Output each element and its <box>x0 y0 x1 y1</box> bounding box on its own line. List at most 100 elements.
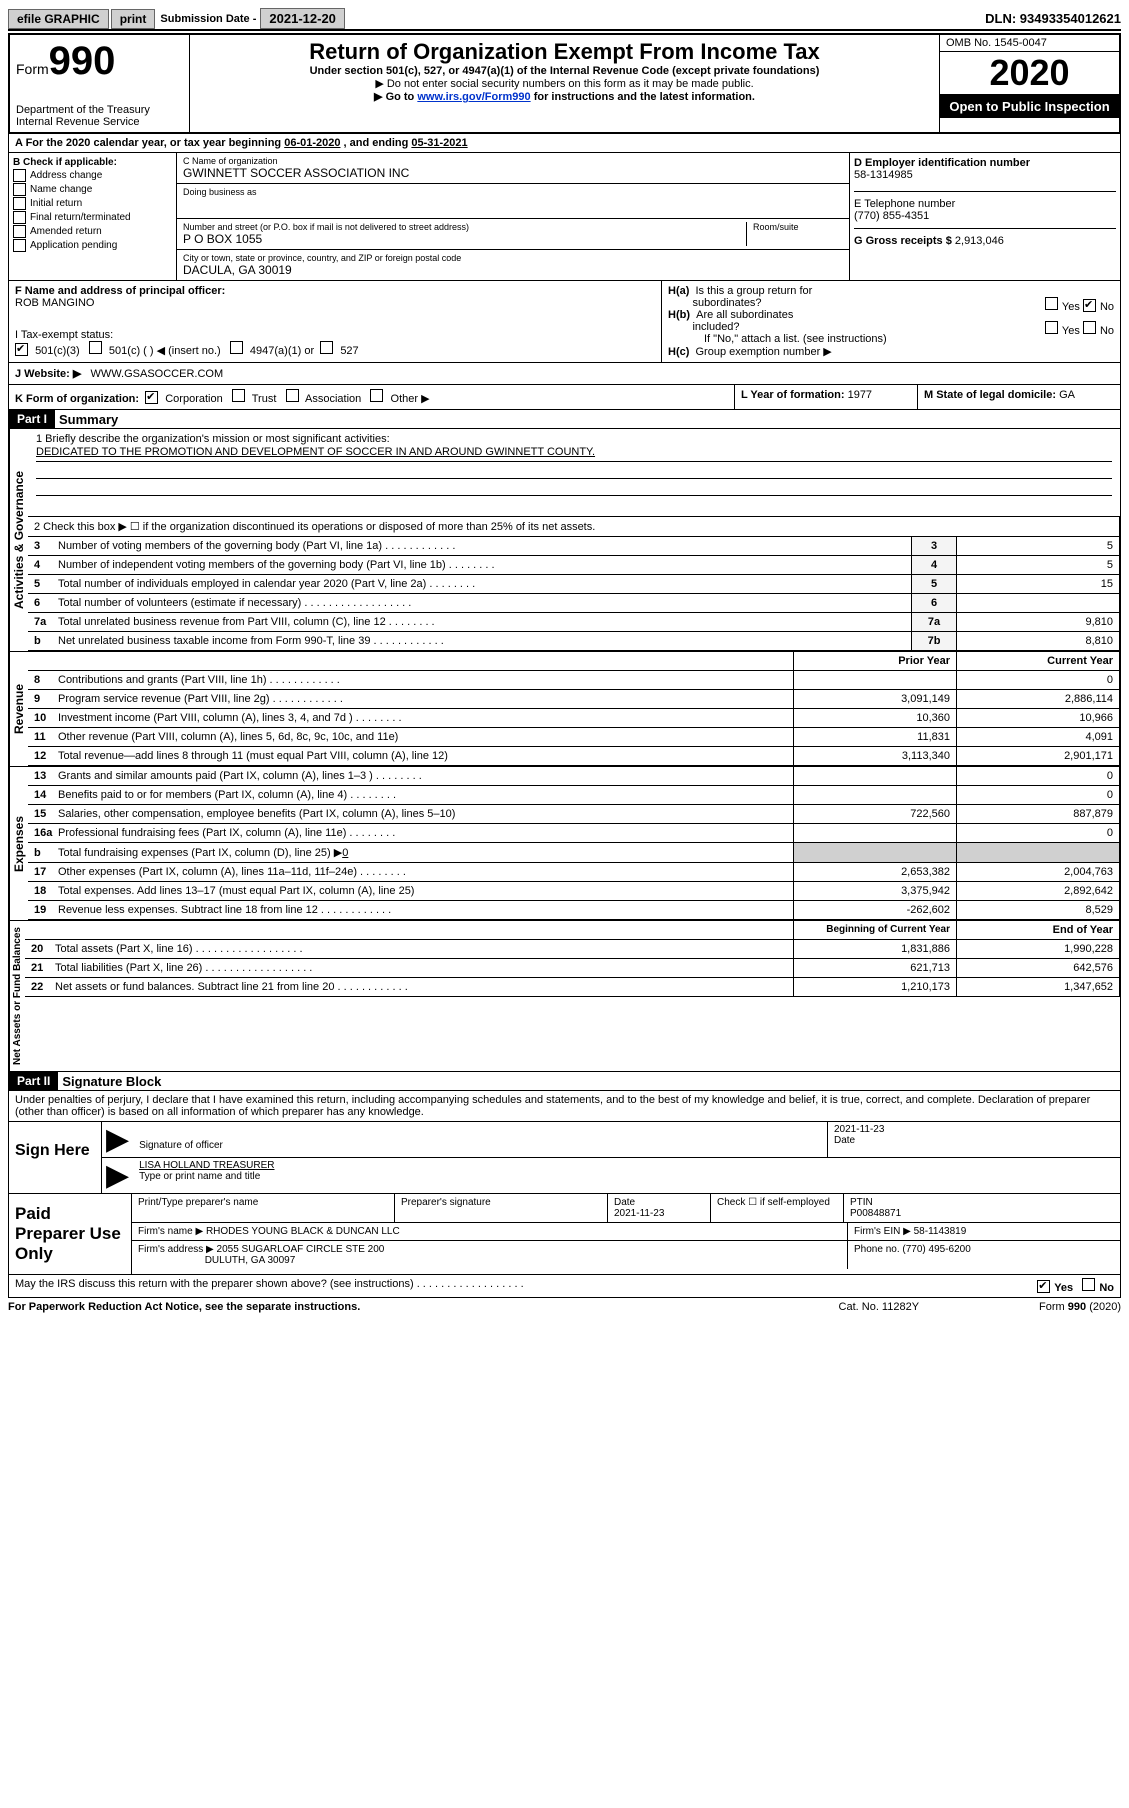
ha-yes[interactable] <box>1045 297 1058 310</box>
tab-governance: Activities & Governance <box>9 429 28 651</box>
topbar: efile GRAPHIC print Submission Date - 20… <box>8 8 1121 31</box>
form-number: 990 <box>49 39 116 83</box>
tax-year: 2020 <box>940 52 1119 95</box>
hb-no[interactable] <box>1083 321 1096 334</box>
line3: Number of voting members of the governin… <box>58 540 455 552</box>
ha-no[interactable] <box>1083 299 1096 312</box>
prep-name-label: Print/Type preparer's name <box>138 1197 258 1208</box>
firm-ein: 58-1143819 <box>914 1226 967 1237</box>
org-info-grid: B Check if applicable: Address change Na… <box>8 153 1121 281</box>
phone: (770) 855-4351 <box>854 210 929 222</box>
tab-revenue: Revenue <box>9 652 28 766</box>
line5: Total number of individuals employed in … <box>58 578 475 590</box>
chk-final-return[interactable]: Final return/terminated <box>30 212 131 223</box>
form-instr2: ▶ Go to www.irs.gov/Form990 for instruct… <box>196 90 933 103</box>
city: DACULA, GA 30019 <box>183 263 843 277</box>
dln: DLN: 93493354012621 <box>985 11 1121 26</box>
chk-corp[interactable] <box>145 391 158 404</box>
form990-link[interactable]: www.irs.gov/Form990 <box>417 91 530 103</box>
firm-address: 2055 SUGARLOAF CIRCLE STE 200 <box>217 1244 385 1255</box>
chk-501c3[interactable] <box>15 343 28 356</box>
discuss-text: May the IRS discuss this return with the… <box>15 1278 524 1294</box>
form-title: Return of Organization Exempt From Incom… <box>196 39 933 65</box>
room-label: Room/suite <box>753 222 843 232</box>
chk-trust[interactable] <box>232 389 245 402</box>
line6-val <box>957 594 1120 613</box>
firm-phone: (770) 495-6200 <box>902 1244 970 1255</box>
discuss-yes[interactable] <box>1037 1280 1050 1293</box>
line12: Total revenue—add lines 8 through 11 (mu… <box>58 750 448 762</box>
row-klm: K Form of organization: Corporation Trus… <box>8 385 1121 410</box>
line14: Benefits paid to or for members (Part IX… <box>58 789 396 801</box>
chk-application-pending[interactable]: Application pending <box>30 240 117 251</box>
line18: Total expenses. Add lines 13–17 (must eq… <box>58 885 414 897</box>
department: Department of the Treasury Internal Reve… <box>16 104 183 128</box>
paperwork-notice: For Paperwork Reduction Act Notice, see … <box>8 1301 360 1313</box>
efile-label: efile GRAPHIC <box>8 9 109 29</box>
phone-label: E Telephone number <box>854 198 955 210</box>
activities-governance-section: Activities & Governance 1 Briefly descri… <box>8 429 1121 652</box>
prep-self-employed[interactable]: Check ☐ if self-employed <box>717 1197 830 1208</box>
hdr-boy: Beginning of Current Year <box>794 921 957 940</box>
expenses-table: 13Grants and similar amounts paid (Part … <box>28 767 1120 920</box>
omb-number: OMB No. 1545-0047 <box>940 35 1119 52</box>
chk-assoc[interactable] <box>286 389 299 402</box>
line9: Program service revenue (Part VIII, line… <box>58 693 343 705</box>
submission-label: Submission Date - <box>157 13 256 25</box>
row-fh: F Name and address of principal officer:… <box>8 281 1121 363</box>
firm-name: RHODES YOUNG BLACK & DUNCAN LLC <box>206 1226 400 1237</box>
line8: Contributions and grants (Part VIII, lin… <box>58 674 340 686</box>
governance-table: 2 Check this box ▶ ☐ if the organization… <box>28 517 1120 651</box>
perjury-statement: Under penalties of perjury, I declare th… <box>8 1091 1121 1122</box>
print-button[interactable]: print <box>111 9 156 29</box>
netassets-table: Beginning of Current YearEnd of Year 20T… <box>25 921 1120 997</box>
box-b: B Check if applicable: Address change Na… <box>9 153 177 280</box>
line7b-val: 8,810 <box>957 632 1120 651</box>
year-formation: 1977 <box>848 389 872 401</box>
line16b: Total fundraising expenses (Part IX, col… <box>58 847 342 859</box>
tax-status-label: I Tax-exempt status: <box>15 329 113 341</box>
org-name-label: C Name of organization <box>183 156 843 166</box>
signer-name: LISA HOLLAND TREASURER <box>139 1160 274 1171</box>
firm-city: DULUTH, GA 30097 <box>205 1255 296 1266</box>
officer-name: ROB MANGINO <box>15 297 94 309</box>
street: P O BOX 1055 <box>183 232 740 246</box>
tab-expenses: Expenses <box>9 767 28 920</box>
prep-date: 2021-11-23 <box>614 1208 664 1219</box>
street-label: Number and street (or P.O. box if mail i… <box>183 222 740 232</box>
line10: Investment income (Part VIII, column (A)… <box>58 712 402 724</box>
state-domicile-label: M State of legal domicile: <box>924 389 1056 401</box>
hdr-prior: Prior Year <box>794 652 957 671</box>
line16a: Professional fundraising fees (Part IX, … <box>58 827 395 839</box>
submission-date: 2021-12-20 <box>260 8 345 29</box>
chk-4947[interactable] <box>230 341 243 354</box>
line2: 2 Check this box ▶ ☐ if the organization… <box>34 521 595 533</box>
website-label: J Website: ▶ <box>15 368 81 380</box>
website-row: J Website: ▶ WWW.GSASOCCER.COM <box>8 363 1121 385</box>
expenses-section: Expenses 13Grants and similar amounts pa… <box>8 767 1121 921</box>
line17: Other expenses (Part IX, column (A), lin… <box>58 866 406 878</box>
line11: Other revenue (Part VIII, column (A), li… <box>58 731 398 743</box>
sig-date: 2021-11-23 <box>834 1124 884 1135</box>
hb-yes[interactable] <box>1045 321 1058 334</box>
chk-amended[interactable]: Amended return <box>30 226 102 237</box>
discuss-no[interactable] <box>1082 1278 1095 1291</box>
form-instr1: ▶ Do not enter social security numbers o… <box>196 77 933 90</box>
chk-address-change[interactable]: Address change <box>30 170 102 181</box>
chk-initial-return[interactable]: Initial return <box>30 198 82 209</box>
line20: Total assets (Part X, line 16) <box>55 943 303 955</box>
line3-val: 5 <box>957 537 1120 556</box>
line6: Total number of volunteers (estimate if … <box>58 597 411 609</box>
chk-other[interactable] <box>370 389 383 402</box>
prep-sig-label: Preparer's signature <box>401 1197 491 1208</box>
chk-527[interactable] <box>320 341 333 354</box>
city-label: City or town, state or province, country… <box>183 253 843 263</box>
part1-header: Part I Summary <box>8 410 1121 429</box>
line7a: Total unrelated business revenue from Pa… <box>58 616 435 628</box>
chk-501c[interactable] <box>89 341 102 354</box>
ptin: P00848871 <box>850 1208 901 1219</box>
sign-here-block: Sign Here ▶ Signature of officer 2021-11… <box>8 1122 1121 1194</box>
tax-period: A For the 2020 calendar year, or tax yea… <box>8 134 1121 153</box>
chk-name-change[interactable]: Name change <box>30 184 92 195</box>
cat-no: Cat. No. 11282Y <box>839 1301 920 1313</box>
